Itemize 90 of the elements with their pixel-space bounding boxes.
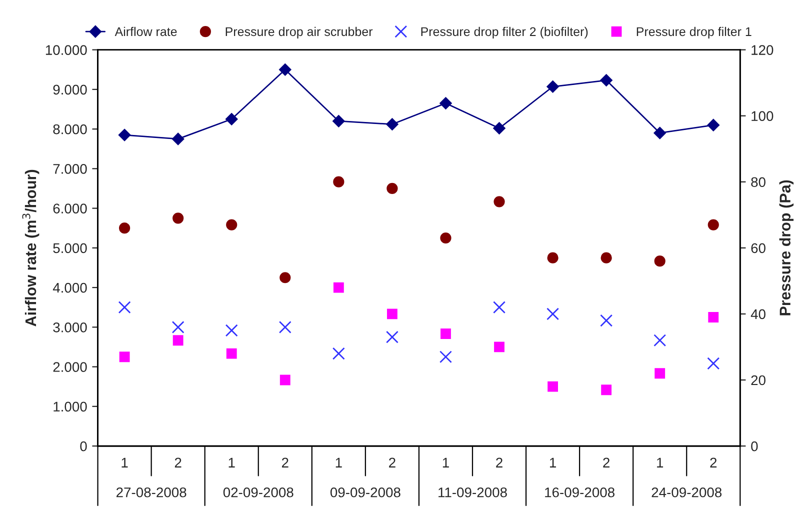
y2-tick-label: 80 [751,177,766,188]
y-tick-label: 2.000 [53,362,87,372]
point [333,176,344,188]
point [172,212,184,224]
y-tick-label: 6.000 [53,204,87,214]
point [280,272,291,284]
point [225,324,238,337]
x-tick-label: 1 [550,458,556,468]
point [440,97,452,110]
point [386,308,398,320]
point [548,381,558,392]
point [118,222,130,234]
y2-tick-label: 60 [751,243,766,254]
point [708,312,719,322]
point [440,232,452,244]
point [494,342,504,352]
point [332,115,345,128]
y-tick-label: 1.000 [54,402,87,412]
x-tick-label: 1 [657,458,664,468]
point [654,126,666,140]
point [546,308,560,320]
x-tick-label: 2 [282,458,288,468]
point [119,352,130,362]
y-axis-title: Airflow rate (m$^{3}$/hour) [22,170,40,326]
point [226,219,238,230]
point [333,282,344,293]
point [600,74,612,86]
y-tick-label: 9.000 [53,84,87,95]
text: 24-09-2008 [652,487,722,498]
point [493,301,506,314]
point [226,348,237,359]
point [494,196,505,208]
y2-tick-label: 0 [751,441,758,452]
text: 11-09-2008 [438,487,507,498]
x-tick-label: 1 [336,458,342,468]
legend-label: Pressure drop air scrubber [226,26,373,39]
y2-tick-label: 100 [752,111,774,121]
point [707,357,720,370]
y-tick-label: 5.000 [53,243,87,254]
point [226,113,238,126]
point [601,384,612,396]
y-tick-label: 3.000 [53,322,87,332]
point [547,252,558,264]
point [707,118,720,132]
x-tick-label: 1 [122,458,128,468]
point [278,320,292,334]
point [654,334,666,347]
y-tick-label: 8.000 [53,124,87,134]
y-tick-label: 0 [80,441,87,452]
point [600,314,613,327]
x-tick-label: 2 [174,458,182,468]
y2-axis-title: Pressure drop (Pa) [779,180,794,316]
legend-label: Pressure drop filter 1 [636,26,752,39]
point [440,328,451,339]
point [172,335,184,346]
text: 02-09-2008 [223,487,294,498]
point [386,118,398,130]
x-tick-label: 2 [603,458,610,468]
point [654,256,666,267]
legend-label: Pressure drop filter 2 (biofilter) [421,26,588,39]
y2-tick-label: 120 [752,45,774,55]
y2-tick-label: 20 [751,375,766,386]
point [172,132,184,146]
point [386,182,398,194]
point [118,301,131,314]
point [654,368,666,379]
x-tick-label: 2 [389,458,396,468]
x-tick-label: 2 [710,458,717,468]
point [280,374,290,386]
point [600,252,612,264]
point [386,330,398,344]
x-tick-label: 2 [496,458,502,468]
point [546,80,559,93]
point [439,350,452,364]
text: 16-09-2008 [545,487,614,498]
x-tick-label: 1 [228,458,235,468]
text: 09-09-2008 [330,487,400,498]
point [332,347,345,360]
y-tick-label: 10.000 [46,45,87,55]
legend-label: Airflow rate [114,26,177,36]
y2-tick-label: 40 [750,309,766,320]
point [118,128,131,142]
x-tick-label: 1 [442,458,449,468]
point [708,219,719,230]
text: 27-08-2008 [116,487,186,498]
y-tick-label: 4.000 [52,282,87,293]
point [493,122,506,134]
point [279,63,292,76]
y-tick-label: 7.000 [53,164,87,174]
point [172,320,184,334]
